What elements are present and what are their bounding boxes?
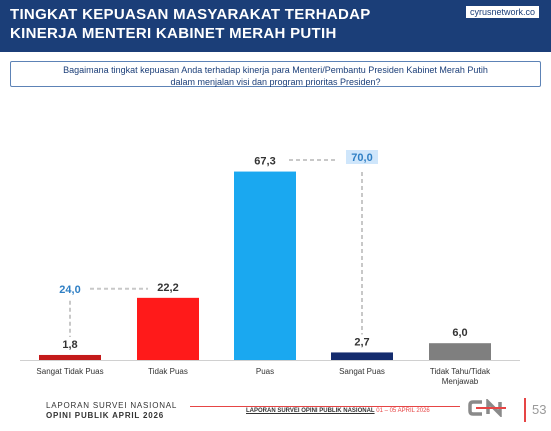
- page-title-line1: TINGKAT KEPUASAN MASYARAKAT TERHADAP: [10, 6, 371, 23]
- footer-center-title: LAPORAN SURVEI OPINI PUBLIK NASIONAL: [246, 408, 375, 414]
- category-label: Tidak Tahu/Tidak Menjawab: [430, 367, 491, 386]
- footer-center-dates: 01 – 05 APRIL 2026: [376, 408, 430, 414]
- footer-divider: [190, 406, 460, 407]
- annotation-label: 24,0: [59, 284, 80, 296]
- bar: [137, 297, 199, 360]
- bar: [429, 343, 491, 360]
- data-label: 22,2: [157, 282, 178, 294]
- page-number: 53: [532, 402, 547, 417]
- question-line1: Bagaimana tingkat kepuasan Anda terhadap…: [63, 65, 488, 75]
- bar: [39, 354, 101, 360]
- category-label: Sangat Tidak Puas: [36, 367, 103, 376]
- footer-report-title: LAPORAN SURVEI NASIONAL: [46, 401, 178, 410]
- annotation-highlight: [346, 150, 378, 164]
- annotation-label: 70,0: [351, 152, 372, 164]
- question-line2: dalam menjalan visi dan program priorita…: [170, 77, 381, 87]
- footer-center-text: LAPORAN SURVEI OPINI PUBLIK NASIONAL 01 …: [246, 408, 430, 414]
- bar-chart: 24,0 70,0 1,8 Sangat Tidak Puas 22,2 Tidak Pu…: [20, 150, 520, 386]
- bar: [331, 352, 393, 360]
- data-label: 67,3: [254, 156, 275, 168]
- footer-report-subtitle: OPINI PUBLIK APRIL 2026: [46, 411, 164, 420]
- survey-question-box: Bagaimana tingkat kepuasan Anda terhadap…: [10, 61, 541, 87]
- category-label: Sangat Puas: [339, 367, 385, 376]
- data-label: 6,0: [452, 327, 467, 339]
- bar: [234, 171, 296, 360]
- cn-logo-icon: [468, 399, 514, 417]
- data-label: 2,7: [354, 336, 369, 348]
- title-banner: TINGKAT KEPUASAN MASYARAKAT TERHADAP KIN…: [0, 0, 551, 52]
- brand-url: cyrusnetwork.co: [465, 6, 539, 18]
- category-label: Tidak Puas: [148, 367, 188, 376]
- category-label: Puas: [256, 367, 274, 376]
- page-number-bar: [524, 398, 526, 422]
- page-title-line2: KINERJA MENTERI KABINET MERAH PUTIH: [10, 25, 337, 42]
- data-label: 1,8: [62, 339, 77, 351]
